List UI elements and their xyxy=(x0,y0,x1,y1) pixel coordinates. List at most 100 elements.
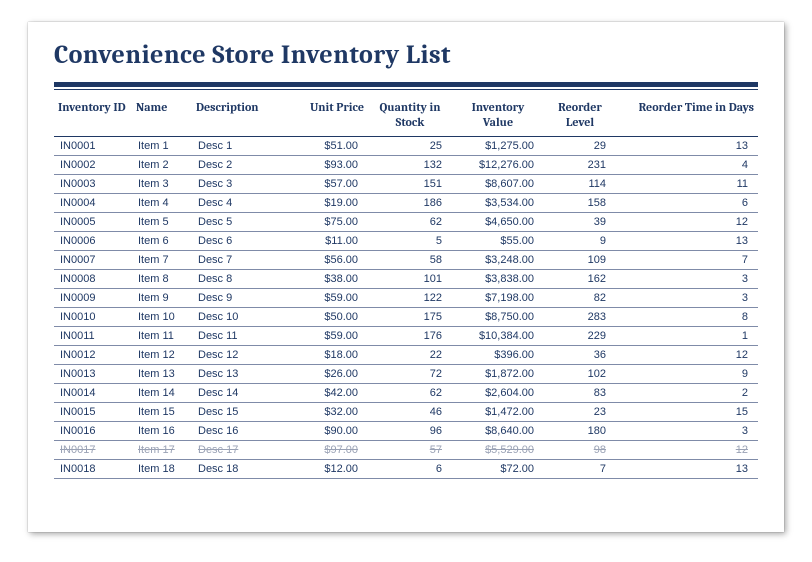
cell-reord: 23 xyxy=(544,402,616,421)
cell-reord: 82 xyxy=(544,288,616,307)
cell-val: $396.00 xyxy=(452,345,544,364)
cell-name: Item 3 xyxy=(132,174,192,193)
cell-qty: 25 xyxy=(368,136,452,155)
cell-name: Item 18 xyxy=(132,459,192,478)
cell-name: Item 10 xyxy=(132,307,192,326)
cell-price: $75.00 xyxy=(292,212,368,231)
cell-id: IN0016 xyxy=(54,421,132,440)
table-row: IN0006Item 6Desc 6$11.005$55.00913 xyxy=(54,231,758,250)
cell-days: 4 xyxy=(616,155,758,174)
cell-name: Item 4 xyxy=(132,193,192,212)
cell-reord: 114 xyxy=(544,174,616,193)
cell-desc: Desc 16 xyxy=(192,421,292,440)
cell-qty: 72 xyxy=(368,364,452,383)
cell-price: $93.00 xyxy=(292,155,368,174)
cell-price: $38.00 xyxy=(292,269,368,288)
cell-desc: Desc 5 xyxy=(192,212,292,231)
cell-qty: 132 xyxy=(368,155,452,174)
cell-desc: Desc 13 xyxy=(192,364,292,383)
cell-id: IN0013 xyxy=(54,364,132,383)
table-row: IN0005Item 5Desc 5$75.0062$4,650.003912 xyxy=(54,212,758,231)
cell-val: $7,198.00 xyxy=(452,288,544,307)
cell-qty: 122 xyxy=(368,288,452,307)
page-title: Convenience Store Inventory List xyxy=(54,40,758,70)
cell-reord: 39 xyxy=(544,212,616,231)
cell-reord: 98 xyxy=(544,440,616,459)
table-row: IN0002Item 2Desc 2$93.00132$12,276.00231… xyxy=(54,155,758,174)
cell-val: $2,604.00 xyxy=(452,383,544,402)
cell-qty: 57 xyxy=(368,440,452,459)
cell-desc: Desc 7 xyxy=(192,250,292,269)
cell-name: Item 5 xyxy=(132,212,192,231)
cell-reord: 9 xyxy=(544,231,616,250)
table-row: IN0007Item 7Desc 7$56.0058$3,248.001097 xyxy=(54,250,758,269)
table-body: IN0001Item 1Desc 1$51.0025$1,275.002913I… xyxy=(54,136,758,478)
cell-qty: 22 xyxy=(368,345,452,364)
cell-val: $4,650.00 xyxy=(452,212,544,231)
cell-val: $10,384.00 xyxy=(452,326,544,345)
cell-qty: 6 xyxy=(368,459,452,478)
cell-reord: 7 xyxy=(544,459,616,478)
cell-val: $3,534.00 xyxy=(452,193,544,212)
cell-desc: Desc 14 xyxy=(192,383,292,402)
cell-id: IN0001 xyxy=(54,136,132,155)
table-row: IN0016Item 16Desc 16$90.0096$8,640.00180… xyxy=(54,421,758,440)
cell-val: $3,248.00 xyxy=(452,250,544,269)
cell-price: $19.00 xyxy=(292,193,368,212)
cell-id: IN0004 xyxy=(54,193,132,212)
inventory-table: Inventory ID Name Description Unit Price… xyxy=(54,96,758,479)
cell-reord: 36 xyxy=(544,345,616,364)
cell-id: IN0009 xyxy=(54,288,132,307)
cell-reord: 231 xyxy=(544,155,616,174)
cell-id: IN0012 xyxy=(54,345,132,364)
table-row: IN0010Item 10Desc 10$50.00175$8,750.0028… xyxy=(54,307,758,326)
table-header: Inventory ID Name Description Unit Price… xyxy=(54,96,758,136)
cell-qty: 96 xyxy=(368,421,452,440)
cell-qty: 176 xyxy=(368,326,452,345)
cell-desc: Desc 11 xyxy=(192,326,292,345)
table-row: IN0001Item 1Desc 1$51.0025$1,275.002913 xyxy=(54,136,758,155)
cell-val: $5,529.00 xyxy=(452,440,544,459)
col-header-description: Description xyxy=(192,96,292,136)
cell-qty: 62 xyxy=(368,212,452,231)
cell-price: $11.00 xyxy=(292,231,368,250)
cell-id: IN0006 xyxy=(54,231,132,250)
cell-days: 11 xyxy=(616,174,758,193)
cell-id: IN0005 xyxy=(54,212,132,231)
cell-price: $26.00 xyxy=(292,364,368,383)
cell-price: $57.00 xyxy=(292,174,368,193)
cell-name: Item 6 xyxy=(132,231,192,250)
cell-id: IN0018 xyxy=(54,459,132,478)
cell-id: IN0010 xyxy=(54,307,132,326)
cell-price: $32.00 xyxy=(292,402,368,421)
cell-days: 3 xyxy=(616,288,758,307)
cell-days: 8 xyxy=(616,307,758,326)
cell-desc: Desc 12 xyxy=(192,345,292,364)
cell-name: Item 11 xyxy=(132,326,192,345)
cell-id: IN0003 xyxy=(54,174,132,193)
cell-qty: 186 xyxy=(368,193,452,212)
cell-desc: Desc 8 xyxy=(192,269,292,288)
cell-id: IN0014 xyxy=(54,383,132,402)
cell-reord: 180 xyxy=(544,421,616,440)
cell-price: $18.00 xyxy=(292,345,368,364)
cell-price: $12.00 xyxy=(292,459,368,478)
cell-val: $1,275.00 xyxy=(452,136,544,155)
cell-name: Item 7 xyxy=(132,250,192,269)
cell-name: Item 2 xyxy=(132,155,192,174)
cell-qty: 58 xyxy=(368,250,452,269)
cell-name: Item 8 xyxy=(132,269,192,288)
col-header-inventory-value: Inventory Value xyxy=(452,96,544,136)
cell-reord: 83 xyxy=(544,383,616,402)
cell-desc: Desc 10 xyxy=(192,307,292,326)
col-header-reorder-level: Reorder Level xyxy=(544,96,616,136)
cell-desc: Desc 17 xyxy=(192,440,292,459)
table-row: IN0013Item 13Desc 13$26.0072$1,872.00102… xyxy=(54,364,758,383)
table-row: IN0008Item 8Desc 8$38.00101$3,838.001623 xyxy=(54,269,758,288)
cell-val: $12,276.00 xyxy=(452,155,544,174)
cell-name: Item 13 xyxy=(132,364,192,383)
table-row: IN0018Item 18Desc 18$12.006$72.00713 xyxy=(54,459,758,478)
col-header-id: Inventory ID xyxy=(54,96,132,136)
cell-qty: 101 xyxy=(368,269,452,288)
cell-desc: Desc 15 xyxy=(192,402,292,421)
